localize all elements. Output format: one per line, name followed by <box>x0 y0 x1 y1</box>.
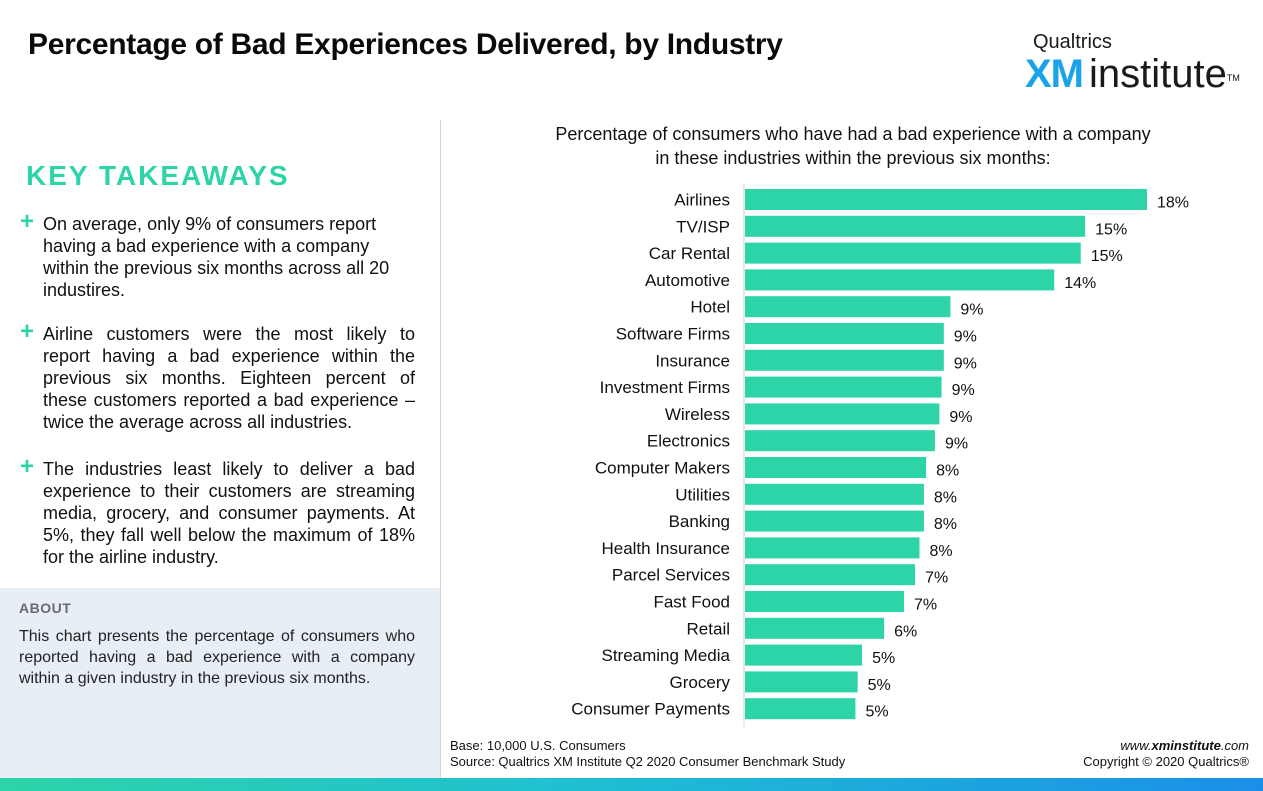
footer-notes: Base: 10,000 U.S. Consumers Source: Qual… <box>450 738 845 770</box>
category-label: Airlines <box>674 191 730 210</box>
bar <box>745 698 856 720</box>
logo-institute-text: institute <box>1089 52 1227 96</box>
bar <box>745 269 1055 291</box>
bar <box>745 537 920 559</box>
data-label: 8% <box>929 543 952 560</box>
about-box: ABOUT This chart presents the percentage… <box>0 588 440 778</box>
takeaway-text: The industries least likely to deliver a… <box>43 459 415 567</box>
bar <box>745 349 944 371</box>
category-label: Electronics <box>647 432 730 451</box>
logo-xm-text: XM <box>1025 52 1084 96</box>
bar <box>745 215 1086 237</box>
bar-chart: Airlines 18% TV/ISP 15% Car Rental 15% Automot… <box>571 184 1189 727</box>
data-label: 5% <box>868 677 891 694</box>
data-label: 14% <box>1064 275 1096 292</box>
bar <box>745 189 1147 210</box>
category-label: Hotel <box>690 298 730 317</box>
data-label: 5% <box>865 704 888 721</box>
bar <box>745 403 940 425</box>
footer-credits: www.xminstitute.com Copyright © 2020 Qua… <box>1083 738 1249 770</box>
logo-main: XM instituteTM <box>1025 52 1240 96</box>
category-label: TV/ISP <box>676 217 730 236</box>
data-label: 9% <box>960 302 983 319</box>
data-label: 7% <box>914 597 937 614</box>
data-label: 5% <box>872 650 895 667</box>
chart-title-line-2: in these industries within the previous … <box>655 148 1051 168</box>
qualtrics-xm-institute-logo: Qualtrics XM instituteTM <box>1025 30 1240 96</box>
takeaway-item: + On average, only 9% of consumers repor… <box>20 208 415 301</box>
data-label: 6% <box>894 623 917 640</box>
plus-icon: + <box>20 453 35 480</box>
bar <box>745 242 1081 264</box>
chart-title: Percentage of consumers who have had a b… <box>500 122 1206 170</box>
data-label: 9% <box>945 436 968 453</box>
category-label: Retail <box>687 619 730 638</box>
category-label: Car Rental <box>649 244 730 263</box>
page-title: Percentage of Bad Experiences Delivered,… <box>28 28 783 61</box>
plus-icon: + <box>20 318 35 345</box>
data-label: 9% <box>954 355 977 372</box>
data-label: 8% <box>934 516 957 533</box>
data-label: 9% <box>952 382 975 399</box>
bar <box>745 430 935 452</box>
category-label: Consumer Payments <box>571 700 730 719</box>
data-label: 8% <box>936 463 959 480</box>
bar <box>745 617 885 639</box>
takeaway-item: + Airline customers were the most likely… <box>20 318 415 433</box>
bar <box>745 483 924 505</box>
category-label: Insurance <box>655 351 730 370</box>
logo-qualtrics-text: Qualtrics <box>1033 31 1112 53</box>
bar <box>745 457 927 478</box>
data-label: 9% <box>949 409 972 426</box>
bottom-gradient-bar <box>0 778 1263 791</box>
plus-icon: + <box>20 208 35 235</box>
category-label: Grocery <box>670 673 731 692</box>
category-label: Wireless <box>665 405 730 424</box>
key-takeaways-heading: KEY TAKEAWAYS <box>26 160 290 191</box>
copyright-text: Copyright © 2020 Qualtrics® <box>1083 754 1249 769</box>
source-note: Source: Qualtrics XM Institute Q2 2020 C… <box>450 754 846 769</box>
bar <box>745 671 858 693</box>
category-label: Investment Firms <box>600 378 730 397</box>
data-label: 15% <box>1095 221 1127 238</box>
bar <box>745 296 951 318</box>
key-takeaways-panel: KEY TAKEAWAYS + On average, only 9% of c… <box>0 120 441 778</box>
website-link[interactable]: www.xminstitute.com <box>1120 738 1249 753</box>
category-label: Automotive <box>645 271 730 290</box>
bar <box>745 323 944 344</box>
bar <box>745 564 916 586</box>
about-heading: ABOUT <box>19 600 72 616</box>
category-label: Banking <box>669 512 730 531</box>
category-label: Software Firms <box>616 325 730 344</box>
category-label: Fast Food <box>653 593 730 612</box>
takeaway-item: + The industries least likely to deliver… <box>20 453 415 568</box>
category-label: Streaming Media <box>601 646 730 665</box>
data-label: 9% <box>954 329 977 346</box>
about-text: This chart presents the percentage of co… <box>19 628 415 687</box>
bar <box>745 510 924 532</box>
data-label: 7% <box>925 570 948 587</box>
bar <box>745 644 863 666</box>
data-label: 18% <box>1157 195 1189 212</box>
base-note: Base: 10,000 U.S. Consumers <box>450 738 626 753</box>
data-label: 8% <box>934 489 957 506</box>
data-label: 15% <box>1091 248 1123 265</box>
takeaway-text: On average, only 9% of consumers report … <box>43 214 390 300</box>
category-label: Health Insurance <box>601 539 730 558</box>
chart-title-line-1: Percentage of consumers who have had a b… <box>555 124 1151 144</box>
bar <box>745 376 942 398</box>
category-label: Utilities <box>675 485 730 504</box>
category-label: Computer Makers <box>595 459 730 478</box>
logo-trademark: TM <box>1226 73 1240 83</box>
category-label: Parcel Services <box>612 566 730 585</box>
takeaway-text: Airline customers were the most likely t… <box>43 324 415 432</box>
bar <box>745 591 905 612</box>
